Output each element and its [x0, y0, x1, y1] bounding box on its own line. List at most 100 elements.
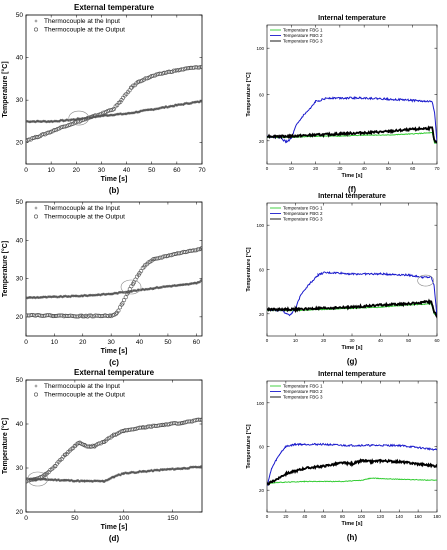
- data-point: [130, 290, 134, 293]
- data-point: [149, 468, 153, 472]
- x-tick-label: 70: [434, 166, 440, 171]
- legend-label: Thermocouple at the Input: [44, 383, 120, 390]
- data-point: [163, 468, 166, 471]
- series-line: [267, 131, 437, 144]
- y-tick-label: 40: [16, 421, 24, 428]
- x-tick-label: 60: [410, 166, 416, 171]
- data-point: [48, 120, 52, 124]
- data-point: [106, 478, 109, 482]
- data-point: [172, 468, 176, 471]
- data-point: [135, 289, 138, 293]
- legend-item: Thermocouple at the Output: [33, 27, 125, 34]
- y-tick-label: 20: [259, 488, 265, 493]
- data-point: [136, 110, 140, 114]
- data-point: [119, 290, 123, 294]
- x-tick-label: 180: [433, 514, 441, 519]
- data-point: [78, 294, 82, 298]
- data-point: [60, 295, 64, 299]
- data-point: [127, 471, 130, 475]
- data-point: [74, 479, 78, 483]
- data-point: [72, 294, 75, 298]
- data-point: [168, 284, 171, 288]
- legend-item: Thermocouple at the Input: [34, 205, 120, 212]
- data-point: [137, 110, 141, 114]
- data-point: [38, 120, 42, 123]
- data-point: [117, 112, 121, 116]
- data-point: [49, 119, 53, 123]
- plot-frame: [25, 379, 203, 513]
- plot-area: [26, 245, 202, 319]
- data-point: [157, 469, 161, 472]
- data-point: [198, 64, 202, 69]
- data-point: [26, 119, 29, 123]
- panel-caption: (c): [109, 358, 119, 367]
- series-thermocouple-at-the-input: [26, 279, 202, 300]
- data-point: [199, 246, 202, 251]
- data-point: [40, 120, 44, 124]
- legend-item: Temperature FBG 3: [270, 217, 323, 222]
- y-tick-label: 40: [16, 237, 24, 244]
- legend-marker: [33, 27, 38, 32]
- data-point: [158, 286, 162, 289]
- data-point: [194, 100, 198, 104]
- legend-label: Temperature FBG 2: [283, 211, 323, 216]
- data-point: [155, 285, 159, 289]
- data-point: [123, 290, 127, 294]
- data-point: [190, 282, 194, 285]
- data-point: [54, 295, 58, 299]
- data-point: [51, 120, 55, 124]
- data-point: [64, 294, 67, 298]
- legend-label: Thermocouple at the Output: [44, 27, 125, 34]
- x-tick-label: 120: [377, 514, 385, 519]
- data-point: [198, 280, 201, 284]
- chart-h: Internal temperature 0 20 40 60 80 100 120 140 16…: [246, 371, 441, 542]
- data-point: [32, 120, 36, 123]
- x-axis-label: Time [s]: [101, 524, 128, 531]
- legend-item: Temperature FBG 1: [270, 28, 323, 33]
- data-point: [166, 105, 169, 109]
- y-tick-label: 100: [256, 223, 264, 228]
- data-point: [91, 480, 95, 483]
- data-point: [60, 118, 64, 122]
- data-point: [139, 470, 143, 474]
- data-point: [149, 286, 153, 290]
- data-point: [65, 118, 69, 122]
- legend-label: Temperature FBG 1: [283, 206, 323, 211]
- data-point: [41, 119, 45, 123]
- data-point: [192, 465, 196, 469]
- data-point: [157, 286, 160, 290]
- data-point: [183, 102, 187, 105]
- data-point: [185, 467, 189, 470]
- data-point: [131, 83, 136, 88]
- legend-label: Temperature FBG 3: [283, 395, 323, 400]
- x-tick-label: 20: [321, 338, 327, 343]
- data-point: [155, 107, 158, 111]
- data-point: [97, 293, 101, 297]
- data-point: [145, 470, 148, 474]
- data-point: [104, 113, 108, 117]
- data-point: [94, 479, 98, 483]
- data-point: [183, 283, 187, 286]
- data-point: [33, 134, 38, 139]
- data-point: [56, 295, 59, 299]
- data-point: [188, 282, 192, 286]
- data-point: [92, 479, 96, 483]
- data-point: [187, 466, 191, 470]
- data-point: [196, 281, 200, 284]
- data-point: [182, 283, 186, 287]
- data-point: [195, 465, 199, 469]
- data-point: [185, 101, 188, 105]
- data-point: [111, 292, 115, 296]
- data-point: [184, 66, 189, 71]
- data-point: [119, 302, 124, 307]
- y-tick-label: 60: [259, 268, 265, 273]
- x-tick-label: 60: [173, 167, 181, 174]
- data-point: [61, 478, 65, 482]
- data-point: [43, 119, 47, 123]
- x-tick-label: 50: [386, 166, 392, 171]
- data-point: [54, 119, 58, 123]
- x-tick-label: 60: [434, 338, 440, 343]
- data-point: [122, 472, 126, 475]
- data-point: [193, 281, 197, 285]
